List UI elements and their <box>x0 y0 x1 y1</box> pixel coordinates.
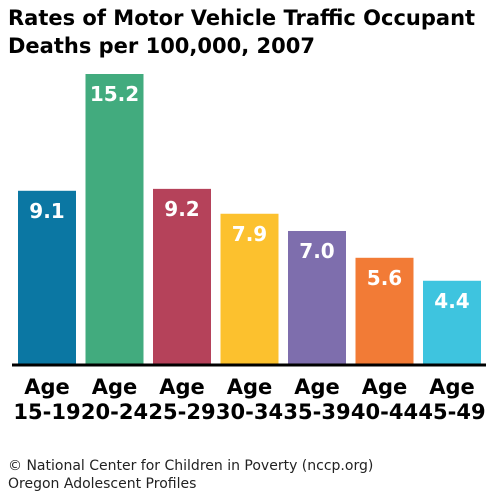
bar-value-label-6: 5.6 <box>367 266 402 290</box>
bar-1 <box>18 190 76 365</box>
x-tick-label-4-line-2: 30-34 <box>216 400 283 424</box>
x-tick-label-2-line-1: Age <box>92 375 138 399</box>
copyright-note: © National Center for Children in Povert… <box>8 458 374 474</box>
x-tick-label-5-line-2: 35-39 <box>283 400 350 424</box>
bar-7 <box>423 280 481 365</box>
x-tick-labels-group: Age15-19Age20-24Age25-29Age30-34Age35-39… <box>13 375 485 424</box>
chart-title: Rates of Motor Vehicle Traffic Occupant … <box>8 6 476 58</box>
x-tick-label-1-line-1: Age <box>24 375 70 399</box>
x-tick-label-3-line-2: 25-29 <box>148 400 215 424</box>
bar-value-label-4: 7.9 <box>232 222 267 246</box>
source-note: Oregon Adolescent Profiles <box>8 476 197 492</box>
bar-value-label-5: 7.0 <box>299 239 334 263</box>
x-tick-label-7-line-2: 45-49 <box>418 400 485 424</box>
footer: © National Center for Children in Povert… <box>8 457 373 493</box>
x-tick-label-2-line-2: 20-24 <box>81 400 148 424</box>
value-labels-group: 9.1 15.2 9.2 7.9 7.0 5.6 4.4 <box>29 82 469 313</box>
x-tick-label-4-line-1: Age <box>227 375 273 399</box>
bar-value-label-3: 9.2 <box>164 197 199 221</box>
bar-4 <box>220 213 279 365</box>
x-tick-label-7-line-1: Age <box>429 375 475 399</box>
x-tick-label-6-line-2: 40-44 <box>351 400 418 424</box>
bar-2 <box>85 74 144 365</box>
x-tick-label-5-line-1: Age <box>294 375 340 399</box>
x-tick-label-3-line-1: Age <box>159 375 205 399</box>
bar-3 <box>153 188 211 365</box>
bar-5 <box>288 230 346 365</box>
bar-value-label-2: 15.2 <box>90 82 139 106</box>
x-tick-label-6-line-1: Age <box>362 375 408 399</box>
bar-value-label-1: 9.1 <box>29 199 64 223</box>
bar-value-label-7: 4.4 <box>434 289 469 313</box>
x-tick-label-1-line-2: 15-19 <box>13 400 80 424</box>
bars-group <box>18 74 481 365</box>
bar-6 <box>355 257 414 365</box>
